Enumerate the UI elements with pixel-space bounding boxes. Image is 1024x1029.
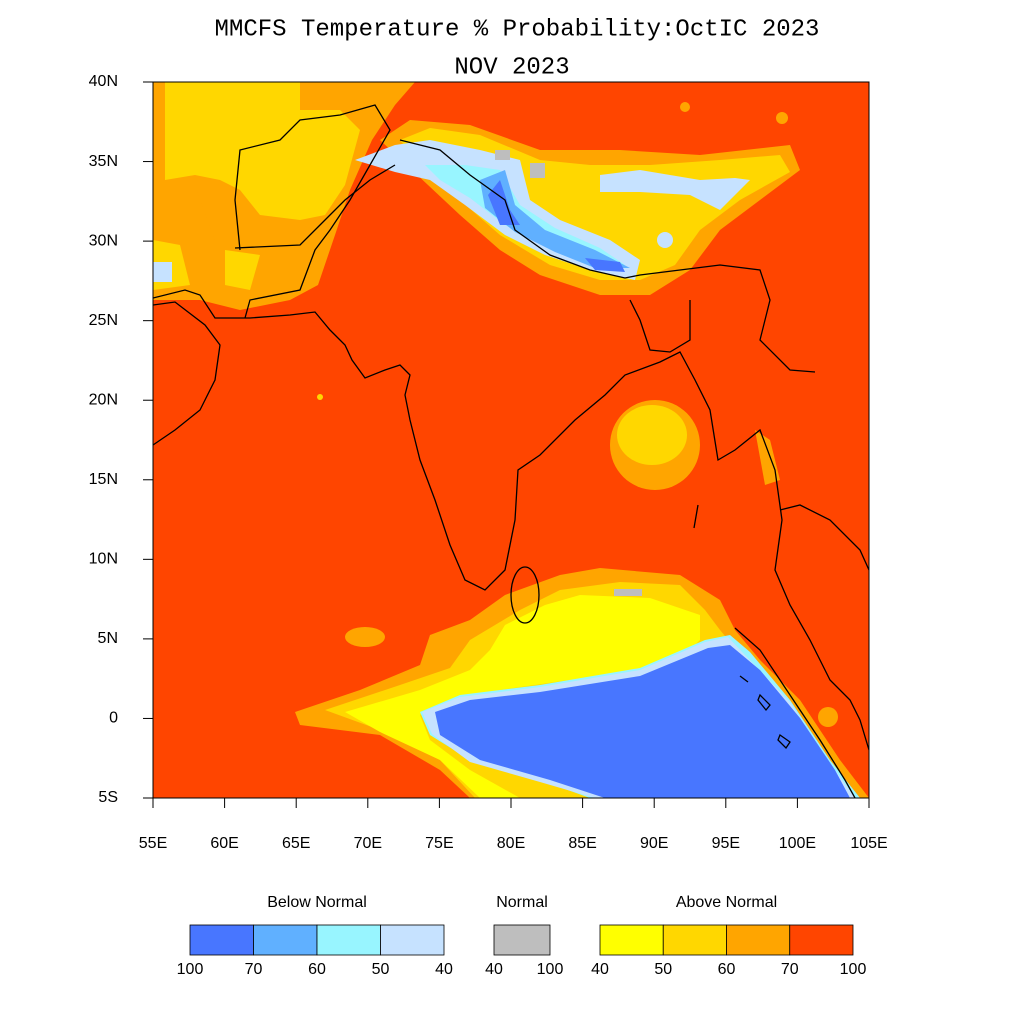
map-field [153, 82, 869, 798]
legend-swatch [726, 924, 791, 956]
legend-swatch [380, 924, 445, 956]
y-tick-label: 15N [89, 471, 118, 488]
y-tick-label: 5S [98, 789, 118, 806]
region [317, 394, 323, 400]
region [165, 82, 360, 220]
legend-level: 100 [840, 961, 867, 978]
border [234, 164, 396, 249]
legend-title: Below Normal [267, 894, 367, 911]
legend-swatch [189, 924, 254, 956]
legend-level: 100 [177, 961, 204, 978]
region [495, 150, 510, 160]
y-tick-label: 30N [89, 232, 118, 249]
coastline [739, 675, 749, 683]
region [657, 232, 673, 248]
coastline [234, 104, 391, 319]
x-tick-label: 90E [640, 835, 668, 852]
region [530, 163, 545, 178]
legend-level: 40 [485, 961, 503, 978]
y-tick-label: 5N [98, 630, 118, 647]
region [225, 250, 260, 290]
region [755, 430, 780, 485]
region [614, 589, 642, 596]
region [617, 405, 687, 465]
region [776, 112, 788, 124]
legend-level: 50 [654, 961, 672, 978]
region [435, 645, 850, 798]
x-tick-label: 80E [497, 835, 525, 852]
x-tick-label: 70E [354, 835, 382, 852]
legend-swatch [493, 924, 551, 956]
x-tick-label: 75E [425, 835, 453, 852]
legend-level: 100 [537, 961, 564, 978]
legend-swatch [789, 924, 854, 956]
coastline [510, 566, 540, 624]
legend-swatch [662, 924, 727, 956]
coastline [734, 627, 856, 798]
coastline [153, 289, 869, 751]
region [345, 627, 385, 647]
coastline [777, 733, 791, 750]
subtitle: NOV 2023 [454, 54, 569, 81]
coastline [779, 504, 869, 571]
border [399, 139, 816, 373]
region [345, 595, 700, 798]
y-tick-label: 40N [89, 73, 118, 90]
region [488, 180, 520, 225]
title: MMCFS Temperature % Probability:OctIC 20… [215, 16, 820, 43]
legend-swatch [316, 924, 381, 956]
y-tick-label: 25N [89, 312, 118, 329]
region [600, 170, 750, 210]
region [585, 258, 625, 272]
x-tick-label: 95E [712, 835, 740, 852]
legend-level: 60 [718, 961, 736, 978]
coastline [153, 301, 221, 446]
x-tick-label: 55E [139, 835, 167, 852]
coastline [757, 693, 771, 712]
legend-level: 50 [372, 961, 390, 978]
x-tick-label: 105E [850, 835, 887, 852]
x-tick-label: 65E [282, 835, 310, 852]
legend-level: 40 [591, 961, 609, 978]
y-tick-label: 35N [89, 153, 118, 170]
x-tick-label: 100E [779, 835, 816, 852]
legend-swatch [253, 924, 318, 956]
legend-level: 70 [781, 961, 799, 978]
region [680, 102, 690, 112]
border [629, 299, 691, 353]
region [818, 707, 838, 727]
legend-title: Normal [496, 894, 548, 911]
legend-level: 70 [245, 961, 263, 978]
legend-title: Above Normal [676, 894, 777, 911]
legend-swatch [599, 924, 664, 956]
y-tick-label: 20N [89, 391, 118, 408]
legend-level: 60 [308, 961, 326, 978]
legend-level: 40 [435, 961, 453, 978]
y-tick-label: 0 [109, 710, 118, 727]
x-tick-label: 85E [568, 835, 596, 852]
coastline [693, 504, 699, 529]
x-tick-label: 60E [210, 835, 238, 852]
region [153, 262, 172, 282]
y-tick-label: 10N [89, 551, 118, 568]
